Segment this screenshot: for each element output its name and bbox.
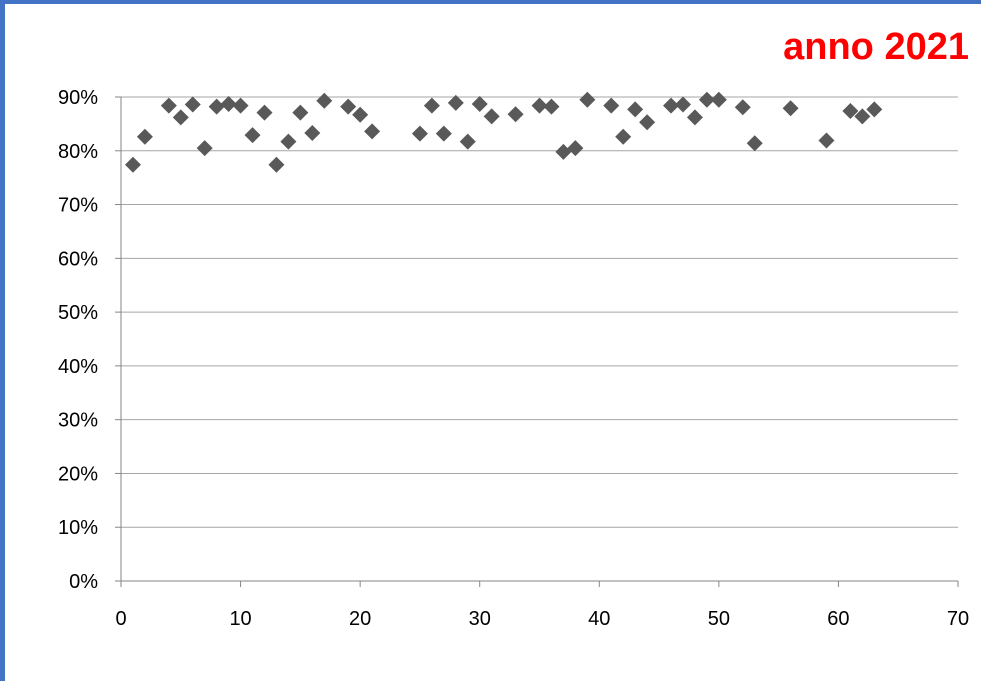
data-point <box>220 95 237 112</box>
data-point <box>818 132 835 149</box>
data-point <box>459 133 476 150</box>
data-point <box>471 95 488 112</box>
x-tick-label: 60 <box>827 608 849 630</box>
data-point <box>579 91 596 108</box>
x-tick-label: 0 <box>115 608 126 630</box>
data-point <box>555 143 572 160</box>
x-tick-label: 30 <box>469 608 491 630</box>
y-tick-label: 10% <box>58 517 98 539</box>
data-point <box>340 98 357 115</box>
data-point <box>686 109 703 126</box>
data-point <box>232 97 249 114</box>
data-point <box>531 97 548 114</box>
data-point <box>734 99 751 116</box>
data-point <box>124 156 141 173</box>
y-tick-label: 40% <box>58 356 98 378</box>
axes <box>115 96 959 587</box>
data-point <box>543 98 560 115</box>
y-tick-label: 80% <box>58 141 98 163</box>
data-point <box>196 140 213 157</box>
data-point <box>507 106 524 123</box>
data-point <box>639 114 656 131</box>
x-tick-label: 70 <box>947 608 969 630</box>
data-point <box>627 101 644 118</box>
data-point <box>304 125 321 142</box>
x-tick-label: 10 <box>229 608 251 630</box>
data-point <box>160 97 177 114</box>
data-point <box>316 92 333 109</box>
data-point <box>854 108 871 125</box>
y-tick-label: 90% <box>58 87 98 109</box>
x-tick-labels: 0 10 20 30 40 50 60 70 <box>115 608 969 630</box>
data-point <box>423 97 440 114</box>
data-point <box>746 135 763 152</box>
x-tick-label: 40 <box>588 608 610 630</box>
data-point <box>268 156 285 173</box>
data-point <box>710 91 727 108</box>
data-point <box>663 97 680 114</box>
x-tick-label: 50 <box>708 608 730 630</box>
data-point <box>172 109 189 126</box>
data-point <box>674 96 691 113</box>
data-point <box>184 96 201 113</box>
y-tick-label: 50% <box>58 302 98 324</box>
data-point <box>615 128 632 145</box>
data-point <box>411 125 428 142</box>
data-point <box>280 133 297 150</box>
frame-border-left <box>0 0 5 681</box>
data-point <box>364 123 381 140</box>
y-tick-label: 20% <box>58 463 98 485</box>
data-point <box>842 102 859 119</box>
y-tick-label: 60% <box>58 248 98 270</box>
data-point <box>483 108 500 125</box>
gridlines <box>121 96 958 528</box>
data-point <box>603 97 620 114</box>
data-point <box>866 101 883 118</box>
data-point <box>292 104 309 121</box>
data-point <box>447 94 464 111</box>
data-point <box>698 91 715 108</box>
data-point <box>136 128 153 145</box>
data-points <box>124 91 883 173</box>
y-tick-label: 30% <box>58 410 98 432</box>
data-point <box>782 100 799 117</box>
frame-border-top <box>0 0 981 4</box>
data-point <box>567 140 584 157</box>
data-point <box>352 106 369 123</box>
x-tick-label: 20 <box>349 608 371 630</box>
data-point <box>256 104 273 121</box>
data-point <box>244 127 261 144</box>
y-tick-label: 70% <box>58 195 98 217</box>
y-tick-labels: 0% 10% 20% 30% 40% 50% 60% 70% 80% 90% <box>58 87 98 593</box>
y-tick-label: 0% <box>69 571 98 593</box>
data-point <box>435 125 452 142</box>
chart-title: anno 2021 <box>783 26 969 68</box>
data-point <box>208 98 225 115</box>
